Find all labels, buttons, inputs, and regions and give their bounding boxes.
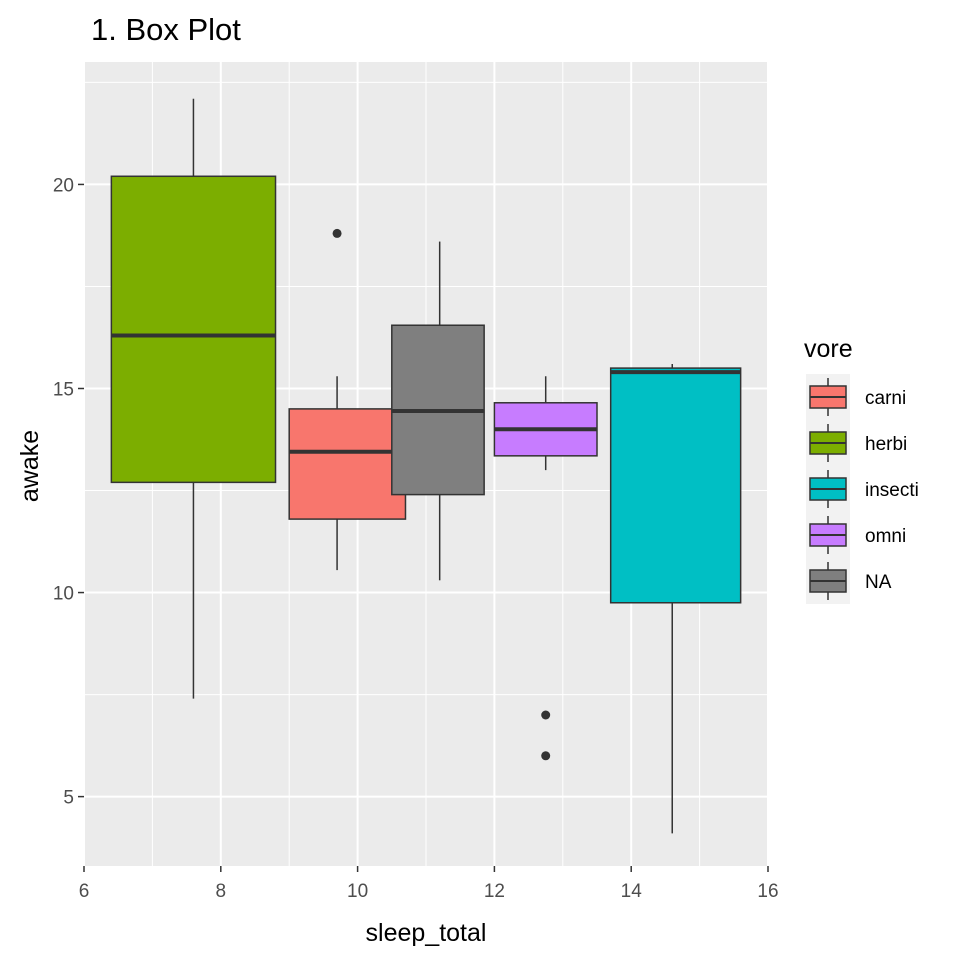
legend-item-carni: carni <box>806 374 906 420</box>
legend-label-omni: omni <box>865 526 906 547</box>
x-tick-label: 10 <box>347 881 368 902</box>
x-tick-label: 12 <box>484 881 505 902</box>
chart-title: 1. Box Plot <box>91 12 241 47</box>
legend-item-NA: NA <box>806 558 892 604</box>
box-insecti <box>609 364 742 834</box>
y-tick-label: 20 <box>53 175 74 196</box>
axes: 6 8 10 12 14 16 5 10 15 20 <box>53 175 779 902</box>
outlier-omni <box>541 710 551 720</box>
y-tick-label: 15 <box>53 379 74 400</box>
box-omni <box>493 376 598 761</box>
box-body-carni <box>288 408 407 520</box>
x-tick-label: 14 <box>621 881 643 902</box>
legend-label-NA: NA <box>865 572 892 593</box>
legend-item-insecti: insecti <box>806 466 919 512</box>
legend-item-omni: omni <box>806 512 906 558</box>
y-tick-label: 10 <box>53 584 74 605</box>
box-body-herbi <box>110 175 277 484</box>
x-tick-label: 8 <box>216 881 227 902</box>
x-axis-title: sleep_total <box>366 919 487 947</box>
legend-label-carni: carni <box>865 388 906 409</box>
legend-title: vore <box>804 335 853 363</box>
x-tick-label: 16 <box>757 881 778 902</box>
legend-label-insecti: insecti <box>865 480 919 501</box>
outlier-carni <box>332 228 342 238</box>
y-axis-title: awake <box>16 430 44 502</box>
outlier-omni <box>541 751 551 761</box>
y-tick-label: 5 <box>63 788 74 809</box>
box-herbi <box>110 98 277 699</box>
legend: vore carni herbi insecti omni NA <box>804 335 919 604</box>
legend-item-herbi: herbi <box>806 420 907 466</box>
box-carni <box>288 228 407 571</box>
boxes <box>110 98 742 834</box>
box-body-insecti <box>609 367 742 604</box>
legend-label-herbi: herbi <box>865 434 907 455</box>
box-NA <box>391 241 485 581</box>
x-tick-label: 6 <box>79 881 90 902</box>
